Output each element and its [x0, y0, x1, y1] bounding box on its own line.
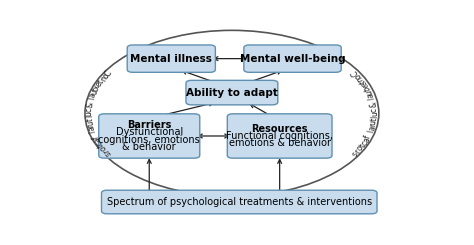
FancyBboxPatch shape [99, 114, 200, 158]
Text: Functional cognitions,: Functional cognitions, [226, 131, 333, 141]
Text: f: f [91, 135, 100, 140]
Text: o: o [356, 144, 365, 152]
Text: o: o [101, 72, 111, 80]
Text: cognitions, emotions: cognitions, emotions [99, 135, 200, 145]
Text: u: u [370, 111, 379, 116]
Text: t: t [97, 142, 106, 149]
Text: f: f [364, 135, 373, 140]
Text: &: & [369, 101, 378, 108]
Text: x: x [362, 83, 372, 90]
Text: Resources: Resources [251, 124, 308, 134]
Text: u: u [89, 89, 99, 96]
Text: r: r [353, 147, 363, 154]
Text: a: a [92, 136, 102, 144]
Text: emotions & behavior: emotions & behavior [228, 138, 331, 148]
Text: u: u [85, 111, 94, 116]
FancyBboxPatch shape [244, 45, 341, 72]
Text: c: c [85, 108, 94, 112]
Text: t: t [369, 118, 379, 121]
Text: t: t [97, 78, 106, 84]
Text: e: e [360, 80, 370, 88]
Text: e: e [94, 80, 104, 88]
Text: l: l [367, 97, 376, 100]
Text: &: & [85, 101, 95, 108]
Text: a: a [362, 136, 372, 144]
Text: C: C [103, 69, 114, 77]
Text: l: l [87, 97, 97, 100]
Text: a: a [88, 92, 98, 99]
Text: c: c [94, 139, 104, 146]
Text: a: a [366, 92, 376, 99]
Text: o: o [353, 72, 363, 80]
Text: Ability to adapt: Ability to adapt [186, 88, 278, 98]
Text: c: c [370, 108, 379, 112]
Text: Mental illness: Mental illness [130, 54, 212, 64]
Text: l: l [88, 129, 98, 133]
Text: t: t [91, 87, 100, 92]
Text: Mental well-being: Mental well-being [240, 54, 346, 64]
FancyBboxPatch shape [101, 190, 377, 214]
Text: n: n [99, 74, 109, 83]
FancyBboxPatch shape [228, 114, 332, 158]
Text: u: u [369, 120, 378, 125]
FancyBboxPatch shape [186, 80, 278, 105]
Text: r: r [101, 147, 110, 154]
Text: n: n [355, 74, 365, 83]
Text: u: u [85, 120, 95, 125]
Text: t: t [364, 87, 373, 92]
Text: t: t [85, 118, 94, 121]
FancyBboxPatch shape [127, 45, 215, 72]
Text: Barriers: Barriers [127, 120, 172, 130]
Text: a: a [87, 125, 97, 131]
Text: c: c [360, 139, 370, 146]
Text: s: s [103, 150, 113, 158]
Text: r: r [86, 123, 96, 128]
Text: l: l [366, 129, 375, 133]
Text: C: C [350, 69, 361, 77]
Text: o: o [99, 144, 109, 152]
Text: r: r [368, 123, 377, 128]
Text: a: a [367, 125, 377, 131]
Text: t: t [358, 142, 367, 149]
Text: Spectrum of psychological treatments & interventions: Spectrum of psychological treatments & i… [107, 197, 372, 207]
Text: x: x [92, 83, 102, 90]
Text: Dysfunctional: Dysfunctional [116, 127, 183, 137]
Text: l: l [370, 115, 379, 118]
Text: u: u [365, 89, 374, 96]
Text: s: s [350, 150, 360, 158]
Text: & behavior: & behavior [122, 142, 176, 152]
Text: l: l [85, 115, 94, 118]
Text: t: t [358, 78, 367, 84]
